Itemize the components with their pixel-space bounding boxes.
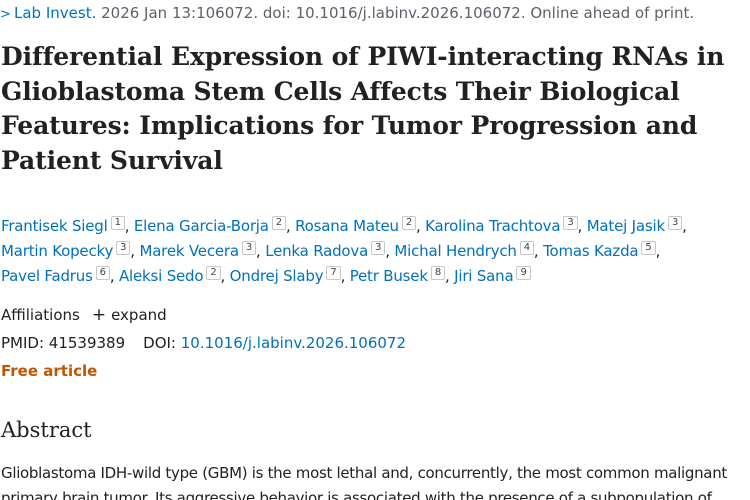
chevron-right-icon[interactable]: > [0, 7, 11, 22]
citation-line: > Lab Invest. 2026 Jan 13:106072. doi: 10… [0, 4, 694, 22]
author-item: Aleksi Sedo 2, [119, 266, 226, 285]
author-item: Rosana Mateu 2, [295, 216, 421, 235]
author-name-link[interactable]: Tomas Kazda [543, 242, 639, 260]
author-name-link[interactable]: Frantisek Siegl [1, 217, 108, 235]
author-item: Jiri Sana 9 [454, 266, 531, 285]
plus-icon[interactable]: + [91, 305, 107, 325]
affiliation-number-badge[interactable]: 2 [271, 216, 286, 230]
author-item: Tomas Kazda 5, [543, 241, 661, 260]
affiliation-number-badge[interactable]: 5 [641, 241, 656, 255]
affiliation-number-badge[interactable]: 4 [519, 241, 534, 255]
author-name-link[interactable]: Lenka Radova [265, 242, 369, 260]
author-item: Lenka Radova 3, [265, 241, 390, 260]
affiliation-number-badge[interactable]: 8 [430, 266, 445, 280]
author-item: Marek Vecera 3, [139, 241, 261, 260]
author-name-link[interactable]: Rosana Mateu [295, 217, 399, 235]
author-item: Michal Hendrych 4, [394, 241, 539, 260]
authors-list: Frantisek Siegl 1, Elena Garcia-Borja 2, R… [1, 214, 746, 289]
author-name-link[interactable]: Marek Vecera [139, 242, 239, 260]
affiliation-number-badge[interactable]: 7 [326, 266, 341, 280]
abstract-heading: Abstract [1, 418, 92, 442]
affiliations-label: Affiliations [1, 306, 80, 324]
author-name-link[interactable]: Ondrej Slaby [229, 267, 324, 285]
affiliations-row: Affiliations + expand [1, 305, 167, 325]
author-item: Karolina Trachtova 3, [425, 216, 583, 235]
author-name-link[interactable]: Aleksi Sedo [119, 267, 204, 285]
author-item: Pavel Fadrus 6, [1, 266, 115, 285]
free-article-badge: Free article [1, 362, 98, 380]
citation-details: 2026 Jan 13:106072. doi: 10.1016/j.labin… [96, 4, 695, 22]
author-name-link[interactable]: Petr Busek [349, 267, 428, 285]
author-name-link[interactable]: Martin Kopecky [1, 242, 114, 260]
affiliation-number-badge[interactable]: 1 [110, 216, 125, 230]
expand-affiliations-button[interactable]: expand [111, 306, 167, 324]
affiliation-number-badge[interactable]: 3 [116, 241, 131, 255]
author-name-link[interactable]: Pavel Fadrus [1, 267, 93, 285]
abstract-text: Glioblastoma IDH-wild type (GBM) is the … [1, 464, 727, 500]
affiliation-number-badge[interactable]: 2 [401, 216, 417, 230]
affiliation-number-badge[interactable]: 6 [95, 266, 110, 280]
affiliation-number-badge[interactable]: 3 [241, 241, 257, 255]
author-item: Ondrej Slaby 7, [229, 266, 346, 285]
journal-link[interactable]: Lab Invest. [14, 4, 97, 22]
author-item: Martin Kopecky 3, [1, 241, 135, 260]
doi-link[interactable]: 10.1016/j.labinv.2026.106072 [180, 334, 407, 352]
author-item: Elena Garcia-Borja 2, [133, 216, 291, 235]
author-name-link[interactable]: Michal Hendrych [394, 242, 517, 260]
affiliation-number-badge[interactable]: 3 [371, 241, 386, 255]
affiliation-number-badge[interactable]: 9 [516, 266, 531, 280]
author-item: Matej Jasik 3, [586, 216, 687, 235]
author-name-link[interactable]: Jiri Sana [454, 267, 514, 285]
affiliation-number-badge[interactable]: 2 [206, 266, 221, 280]
affiliation-number-badge[interactable]: 3 [563, 216, 578, 230]
author-name-link[interactable]: Elena Garcia-Borja [133, 217, 269, 235]
article-title: Differential Expression of PIWI-interact… [1, 42, 725, 175]
doi-label: DOI: [143, 334, 176, 352]
author-item: Petr Busek 8, [349, 266, 450, 285]
author-name-link[interactable]: Matej Jasik [586, 217, 665, 235]
pmid: PMID: 41539389 [1, 334, 126, 352]
author-name-link[interactable]: Karolina Trachtova [425, 217, 561, 235]
affiliation-number-badge[interactable]: 3 [667, 216, 683, 230]
identifiers-row: PMID: 41539389 DOI: 10.1016/j.labinv.2026… [1, 334, 406, 352]
author-item: Frantisek Siegl 1, [1, 216, 130, 235]
